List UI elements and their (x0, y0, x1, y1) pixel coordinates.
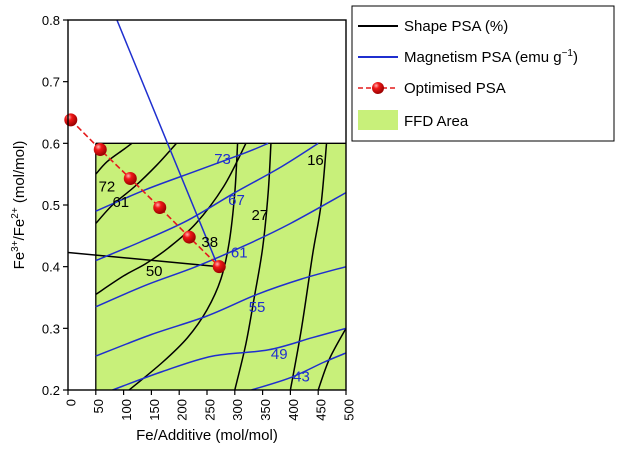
x-tick-label: 450 (314, 399, 329, 421)
magnetism-psa-contours (95, 20, 346, 390)
x-tick-label: 250 (202, 399, 217, 421)
magnetism-psa-contour-line (116, 20, 219, 267)
x-tick-label: 0 (63, 399, 78, 406)
legend-label-magnetism-tail: ) (573, 49, 578, 66)
y-tick-label: 0.2 (42, 383, 60, 398)
magnetism-psa-contour-line (95, 142, 319, 262)
magnetism-psa-contour-label: 67 (228, 192, 245, 209)
legend-label-ffd-area: FFD Area (404, 113, 469, 130)
x-tick-label: 350 (258, 399, 273, 421)
legend-label-shape-psa: Shape PSA (%) (404, 18, 508, 35)
y-axis-title-sup2: 2+ (10, 207, 21, 219)
y-tick-label: 0.5 (42, 198, 60, 213)
legend-label-magnetism-sup: −1 (562, 48, 574, 59)
shape-psa-contour-label: 61 (112, 194, 129, 211)
optimised-psa-point (123, 171, 137, 185)
optimised-psa-point (64, 113, 78, 127)
magnetism-psa-contour-line (251, 352, 346, 390)
y-tick-label: 0.8 (42, 13, 60, 28)
optimised-psa-point (153, 200, 167, 214)
y-tick-label: 0.6 (42, 136, 60, 151)
legend-label-magnetism-psa: Magnetism PSA (emu g−1) (404, 48, 578, 66)
y-axis-title-base: Fe (11, 252, 28, 270)
shape-psa-contours (68, 142, 346, 390)
x-tick-label: 300 (230, 399, 245, 421)
shape-psa-contour-line (95, 142, 177, 225)
x-tick-label: 400 (286, 399, 301, 421)
shape-psa-contour-label: 27 (251, 207, 268, 224)
legend-swatch-optimised-psa-marker (372, 82, 384, 94)
magnetism-psa-contour-label: 49 (271, 346, 288, 363)
optimised-psa-point (182, 230, 196, 244)
y-axis-title-sup1: 3+ (10, 240, 21, 252)
y-tick-label: 0.7 (42, 75, 60, 90)
x-axis-title: Fe/Additive (mol/mol) (136, 427, 278, 444)
shape-psa-contour-line (234, 143, 272, 390)
magnetism-psa-contour-label: 55 (249, 299, 266, 316)
legend-label-optimised-psa: Optimised PSA (404, 80, 506, 97)
magnetism-psa-contour-label: 73 (214, 151, 231, 168)
magnetism-psa-contour-line (95, 142, 269, 212)
x-tick-label: 200 (175, 399, 190, 421)
y-axis-title-unit: (mol/mol) (11, 141, 28, 208)
magnetism-psa-contour-label: 61 (231, 244, 248, 261)
y-tick-label: 0.4 (42, 260, 60, 275)
optimised-psa-line (70, 119, 220, 268)
optimised-psa-point (212, 260, 226, 274)
axes: 0 50 100 150 200 250 300 350 400 450 500 0.2 0.3 0.4 0… (42, 13, 357, 421)
x-tick-label: 50 (91, 399, 106, 413)
x-tick-label: 100 (119, 399, 134, 421)
magnetism-psa-contour-line (112, 327, 346, 390)
optimised-psa-point (93, 143, 107, 156)
legend-swatch-ffd-area (358, 110, 398, 130)
magnetism-psa-contour-line (95, 192, 346, 308)
shape-psa-contour-label: 72 (99, 179, 116, 196)
legend: Shape PSA (%) Magnetism PSA (emu g−1) Op… (351, 5, 615, 142)
y-axis-title-mid: /Fe (11, 219, 28, 241)
shape-psa-contour-line (68, 251, 219, 268)
shape-psa-contour-line (128, 143, 239, 390)
y-tick-label: 0.3 (42, 321, 60, 336)
shape-psa-contour-line (95, 142, 247, 296)
shape-psa-contour-label: 16 (307, 152, 324, 169)
shape-psa-contour-label: 50 (146, 263, 163, 280)
x-tick-label: 500 (341, 399, 356, 421)
shape-psa-contour-line (289, 143, 328, 390)
magnetism-psa-contour-line (95, 265, 346, 357)
y-axis-title: Fe3+/Fe2+ (mol/mol) (10, 141, 28, 270)
shape-psa-contour-label: 38 (201, 234, 218, 251)
magnetism-psa-contour-label: 43 (293, 368, 310, 385)
legend-label-magnetism-text: Magnetism PSA (emu g (404, 49, 562, 66)
shape-psa-contour-line (95, 142, 133, 175)
x-tick-label: 150 (147, 399, 162, 421)
